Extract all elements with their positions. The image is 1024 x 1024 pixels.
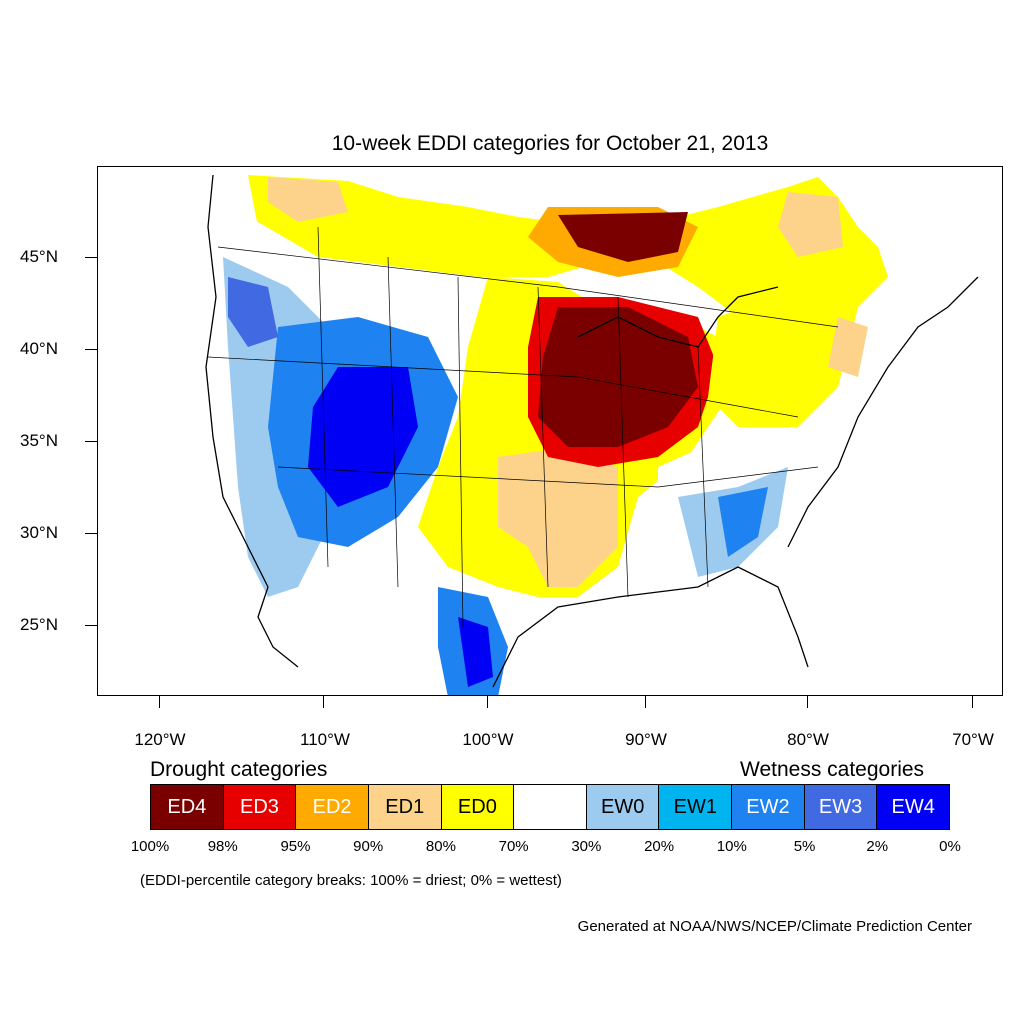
lon-label: 120°W [134,730,186,749]
percentile-label: 5% [793,838,816,855]
percentile-label: 70% [498,838,529,855]
legend-box-ew4: EW4 [877,785,950,829]
lon-tick [807,696,808,708]
lon-label: 100°W [462,730,514,749]
legend-box-ed1: ED1 [368,785,442,829]
lat-label: 25°N [20,615,58,634]
legend-box-ew2: EW2 [732,785,805,829]
midwest-ed4-region [538,307,698,447]
wetness-heading: Wetness categories [740,758,925,781]
state-borders [207,226,839,628]
southeast-ew2-region [718,487,768,557]
lon-tick [645,696,646,708]
texas-coast-ew4-region [458,617,493,687]
percentile-label: 2% [866,838,889,855]
credit-line: Generated at NOAA/NWS/NCEP/Climate Predi… [577,918,972,935]
southern-plains-ed1-region [498,447,618,587]
legend-box-ed2: ED2 [296,785,369,829]
northeast-ed0-region [708,287,858,427]
percentile-label: 90% [353,838,384,855]
percentile-label: 30% [571,838,602,855]
percentile-label: 10% [716,838,747,855]
lat-tick [85,257,97,258]
percentile-label: 100% [130,838,170,855]
legend-box-ed3: ED3 [223,785,297,829]
lat-tick [85,441,97,442]
lon-tick [487,696,488,708]
legend-box-ew3: EW3 [804,785,878,829]
percentile-label: 80% [425,838,456,855]
lon-tick [323,696,324,708]
percentile-label: 95% [280,838,311,855]
lat-tick [85,625,97,626]
legend-box-ed0: ED0 [441,785,515,829]
category-legend: ED4 ED3 ED2 ED1 ED0 EW0 EW1 EW2 EW3 EW4 [150,784,950,830]
lat-label: 35°N [20,431,58,450]
lon-tick [159,696,160,708]
west-ew4-region [308,367,418,507]
legend-box-ew0: EW0 [586,785,660,829]
great-lakes-north-ed4-region [558,212,688,262]
lon-label: 110°W [300,730,350,749]
northeast-ed1-region [828,317,868,377]
lat-label: 40°N [20,339,58,358]
lon-tick [972,696,973,708]
drought-heading: Drought categories [150,758,328,781]
map-canvas [198,174,979,695]
lat-label: 30°N [20,523,58,542]
category-note: (EDDI-percentile category breaks: 100% =… [140,872,562,889]
legend-box-neutral [514,785,587,829]
northwest-ew3-region [228,277,278,347]
map-title: 10-week EDDI categories for October 21, … [331,132,769,155]
legend-box-ed4: ED4 [151,785,224,829]
lat-tick [85,349,97,350]
lat-label: 45°N [20,247,58,266]
canada-west-ed1-region [268,177,348,222]
lon-label: 90°W [625,730,667,749]
percentile-label: 20% [644,838,675,855]
percentile-label: 98% [207,838,238,855]
legend-box-ew1: EW1 [659,785,733,829]
eddi-map [97,166,1003,696]
percentile-label: 0% [939,838,961,855]
lon-label: 80°W [787,730,829,749]
canada-east-ed1-region [778,192,843,257]
lat-tick [85,533,97,534]
lon-label: 70°W [952,730,994,749]
